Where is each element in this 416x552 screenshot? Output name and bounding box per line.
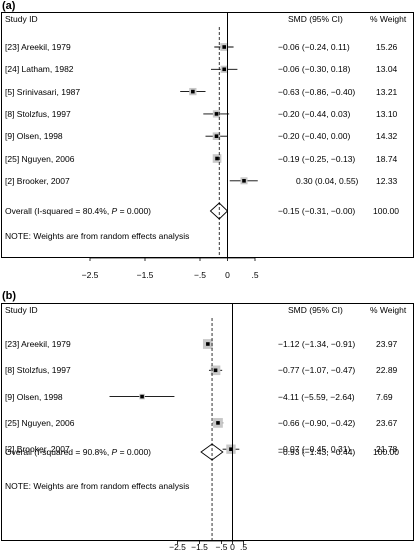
- x-tick-label: 0: [230, 542, 235, 552]
- header-smd-ci: SMD (95% CI): [288, 14, 343, 24]
- study-weight: 21.78: [376, 444, 398, 455]
- panel-label: (b): [2, 290, 17, 302]
- study-ci-text: −0.66 (−0.90, −0.42): [278, 417, 356, 428]
- header-smd-ci: SMD (95% CI): [288, 305, 343, 315]
- study-weight: 23.67: [376, 417, 398, 428]
- overall-p-label: P: [111, 206, 118, 216]
- overall-p-value: = 0.000): [117, 447, 152, 457]
- study-ci-text: −0.63 (−0.86, −0.40): [278, 86, 356, 97]
- study-weight: 18.74: [376, 153, 398, 164]
- study-point-estimate: [216, 421, 220, 425]
- study-point-estimate: [191, 89, 195, 94]
- study-point-estimate: [222, 67, 226, 72]
- overall-ci-text: −0.93 (−1.43, −0.44): [278, 447, 356, 457]
- study-weight: 12.33: [376, 175, 398, 186]
- panel-label: (a): [2, 0, 16, 12]
- study-label: [25] Nguyen, 2006: [5, 153, 75, 164]
- x-tick-label: −.5: [215, 542, 228, 552]
- study-label: [8] Stolzfus, 1997: [5, 108, 71, 119]
- overall-weight: 100.00: [373, 206, 399, 216]
- overall-label: Overall (I-squared = 90.8%, P = 0.000): [5, 447, 151, 457]
- study-weight: 22.89: [376, 365, 398, 376]
- study-ci-text: 0.30 (0.04, 0.55): [296, 175, 359, 186]
- x-tick-label: −2.5: [81, 270, 99, 280]
- study-point-estimate: [215, 156, 219, 161]
- study-ci-text: −0.06 (−0.24, 0.11): [278, 42, 350, 52]
- x-tick-label: 0: [225, 270, 230, 280]
- study-label: [2] Brooker, 2007: [5, 444, 70, 455]
- study-point-estimate: [229, 447, 233, 451]
- x-tick-label: .5: [251, 270, 259, 280]
- study-weight: 15.26: [376, 42, 398, 52]
- plot-frame: [1, 12, 414, 258]
- study-label: [5] Srinivasari, 1987: [5, 86, 81, 97]
- study-ci-text: −0.07 (−0.45, 0.31): [278, 444, 351, 455]
- overall-ci-text: −0.15 (−0.31, −0.00): [278, 206, 356, 216]
- study-point-estimate: [206, 342, 210, 346]
- study-point-estimate: [214, 134, 219, 138]
- header-weight: % Weight: [370, 14, 407, 24]
- overall-label: Overall (I-squared = 80.4%, P = 0.000): [5, 206, 151, 216]
- x-tick-label: −.5: [193, 270, 207, 280]
- study-weight: 14.32: [376, 131, 398, 142]
- study-label: [8] Stolzfus, 1997: [5, 365, 71, 376]
- study-point-estimate: [214, 112, 219, 116]
- study-label: [24] Latham, 1982: [5, 64, 74, 75]
- study-ci-text: −4.11 (−5.59, −2.64): [278, 391, 355, 402]
- study-weight: 7.69: [376, 391, 393, 402]
- study-label: [23] Areekil, 1979: [5, 339, 71, 349]
- study-point-estimate: [213, 368, 218, 373]
- study-label: [2] Brooker, 2007: [5, 175, 70, 186]
- overall-diamond: [209, 202, 229, 220]
- overall-p-label: P: [111, 447, 118, 457]
- study-label: [25] Nguyen, 2006: [5, 417, 75, 428]
- study-label: [9] Olsen, 1998: [5, 131, 63, 142]
- overall-label-prefix: Overall (I-squared = 90.8%,: [5, 447, 112, 457]
- study-ci-text: −0.06 (−0.30, 0.18): [278, 64, 351, 75]
- weights-note: NOTE: Weights are from random effects an…: [5, 231, 190, 241]
- header-study-id: Study ID: [5, 305, 38, 315]
- study-ci-text: −0.19 (−0.25, −0.13): [278, 153, 356, 164]
- study-weight: 13.04: [376, 64, 398, 75]
- overall-diamond: [200, 443, 224, 461]
- study-point-estimate: [222, 45, 226, 49]
- study-point-estimate: [140, 394, 144, 399]
- study-ci-text: −1.12 (−1.34, −0.91): [278, 339, 356, 349]
- header-weight: % Weight: [370, 305, 407, 315]
- study-point-estimate: [242, 179, 246, 183]
- study-label: [23] Areekil, 1979: [5, 42, 71, 52]
- study-weight: 13.21: [376, 86, 398, 97]
- study-weight: 23.97: [376, 339, 398, 349]
- overall-weight: 100.00: [373, 447, 399, 457]
- study-ci-text: −0.77 (−1.07, −0.47): [278, 365, 356, 376]
- x-tick-label: −1.5: [191, 542, 208, 552]
- x-tick-label: −1.5: [136, 270, 154, 280]
- x-tick-label: −2.5: [169, 542, 186, 552]
- x-tick-label: .5: [239, 542, 248, 552]
- study-label: [9] Olsen, 1998: [5, 391, 63, 402]
- overall-label-prefix: Overall (I-squared = 80.4%,: [5, 206, 112, 216]
- study-ci-text: −0.20 (−0.40, 0.00): [278, 131, 351, 142]
- overall-p-value: = 0.000): [117, 206, 152, 216]
- weights-note: NOTE: Weights are from random effects an…: [5, 481, 190, 491]
- header-study-id: Study ID: [5, 14, 38, 24]
- study-weight: 13.10: [376, 108, 398, 119]
- study-ci-text: −0.20 (−0.44, 0.03): [278, 108, 351, 119]
